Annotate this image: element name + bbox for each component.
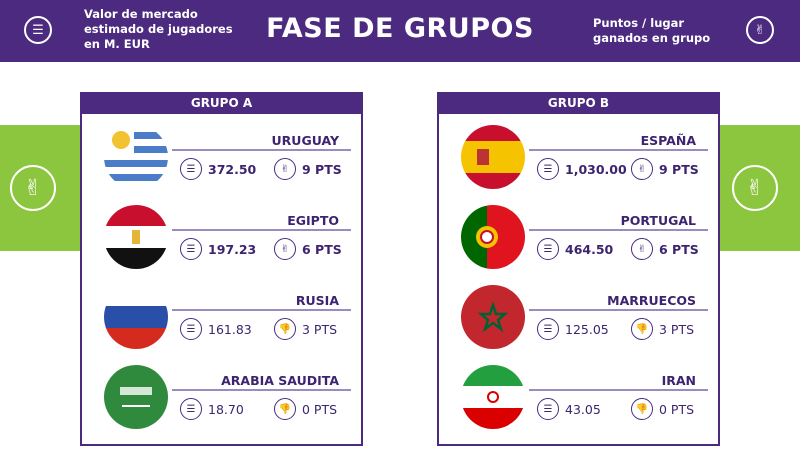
thumbs-down-icon: 👎 xyxy=(274,318,296,340)
coins-icon: ☰ xyxy=(537,318,559,340)
points: 6 PTS xyxy=(302,241,342,257)
coins-icon: ☰ xyxy=(24,16,52,44)
team-name: RUSIA xyxy=(295,293,339,308)
flag-icon xyxy=(461,365,525,429)
team-name: MARRUECOS xyxy=(607,293,696,308)
group-panel: GRUPO A URUGUAY ☰ 372.50 ✌ 9 PTS EGIPTO ☰ 1… xyxy=(80,92,363,446)
divider xyxy=(172,309,351,311)
team-name: ESPAÑA xyxy=(640,133,696,148)
coins-icon: ☰ xyxy=(537,158,559,180)
team-row: RUSIA ☰ 161.83 👎 3 PTS xyxy=(82,285,361,365)
points: 9 PTS xyxy=(302,161,342,177)
points: 0 PTS xyxy=(302,401,338,417)
market-value: 1,030.00 xyxy=(565,161,627,177)
flag-icon xyxy=(461,285,525,349)
divider xyxy=(172,149,351,151)
divider xyxy=(172,389,351,391)
flag-icon xyxy=(461,125,525,189)
victory-hand-icon: ✌ xyxy=(732,165,778,211)
market-value: 125.05 xyxy=(565,321,609,337)
coins-icon: ☰ xyxy=(180,238,202,260)
victory-hand-icon: ✌ xyxy=(746,16,774,44)
team-row: URUGUAY ☰ 372.50 ✌ 9 PTS xyxy=(82,125,361,205)
group-panel: GRUPO B ESPAÑA ☰ 1,030.00 ✌ 9 PTS PORTUGAL… xyxy=(437,92,720,446)
victory-hand-icon: ✌ xyxy=(274,158,296,180)
market-value: 161.83 xyxy=(208,321,252,337)
team-row: ARABIA SAUDITA ☰ 18.70 👎 0 PTS xyxy=(82,365,361,445)
divider xyxy=(529,229,708,231)
team-name: URUGUAY xyxy=(271,133,339,148)
coins-icon: ☰ xyxy=(537,398,559,420)
group-title: GRUPO B xyxy=(437,92,720,114)
team-name: ARABIA SAUDITA xyxy=(221,373,339,388)
flag-icon xyxy=(104,365,168,429)
points: 0 PTS xyxy=(659,401,695,417)
market-value: 464.50 xyxy=(565,241,614,257)
flag-icon xyxy=(104,205,168,269)
flag-icon xyxy=(461,205,525,269)
divider xyxy=(529,309,708,311)
victory-hand-icon: ✌ xyxy=(10,165,56,211)
market-value: 18.70 xyxy=(208,401,244,417)
team-row: IRAN ☰ 43.05 👎 0 PTS xyxy=(439,365,718,445)
flag-icon xyxy=(104,285,168,349)
team-row: ESPAÑA ☰ 1,030.00 ✌ 9 PTS xyxy=(439,125,718,205)
points: 9 PTS xyxy=(659,161,699,177)
coins-icon: ☰ xyxy=(180,318,202,340)
group-title: GRUPO A xyxy=(80,92,363,114)
market-value: 43.05 xyxy=(565,401,601,417)
page-title: FASE DE GRUPOS xyxy=(266,13,534,44)
team-row: MARRUECOS ☰ 125.05 👎 3 PTS xyxy=(439,285,718,365)
team-name: EGIPTO xyxy=(287,213,339,228)
thumbs-down-icon: 👎 xyxy=(631,398,653,420)
victory-hand-icon: ✌ xyxy=(274,238,296,260)
team-name: IRAN xyxy=(661,373,696,388)
header: ☰ Valor de mercado estimado de jugadores… xyxy=(0,0,800,62)
points: 3 PTS xyxy=(659,321,695,337)
points: 3 PTS xyxy=(302,321,338,337)
team-row: EGIPTO ☰ 197.23 ✌ 6 PTS xyxy=(82,205,361,285)
market-value-label: Valor de mercado estimado de jugadores e… xyxy=(84,7,233,51)
points: 6 PTS xyxy=(659,241,699,257)
green-band-right: ✌ xyxy=(719,125,800,251)
team-row: PORTUGAL ☰ 464.50 ✌ 6 PTS xyxy=(439,205,718,285)
divider xyxy=(172,229,351,231)
green-band-left: ✌ xyxy=(0,125,80,251)
points-label: Puntos / lugar ganados en grupo xyxy=(593,16,711,45)
coins-icon: ☰ xyxy=(537,238,559,260)
divider xyxy=(529,149,708,151)
divider xyxy=(529,389,708,391)
team-name: PORTUGAL xyxy=(620,213,696,228)
market-value: 372.50 xyxy=(208,161,257,177)
coins-icon: ☰ xyxy=(180,398,202,420)
thumbs-down-icon: 👎 xyxy=(274,398,296,420)
flag-icon xyxy=(104,125,168,189)
victory-hand-icon: ✌ xyxy=(631,158,653,180)
victory-hand-icon: ✌ xyxy=(631,238,653,260)
coins-icon: ☰ xyxy=(180,158,202,180)
thumbs-down-icon: 👎 xyxy=(631,318,653,340)
market-value: 197.23 xyxy=(208,241,257,257)
